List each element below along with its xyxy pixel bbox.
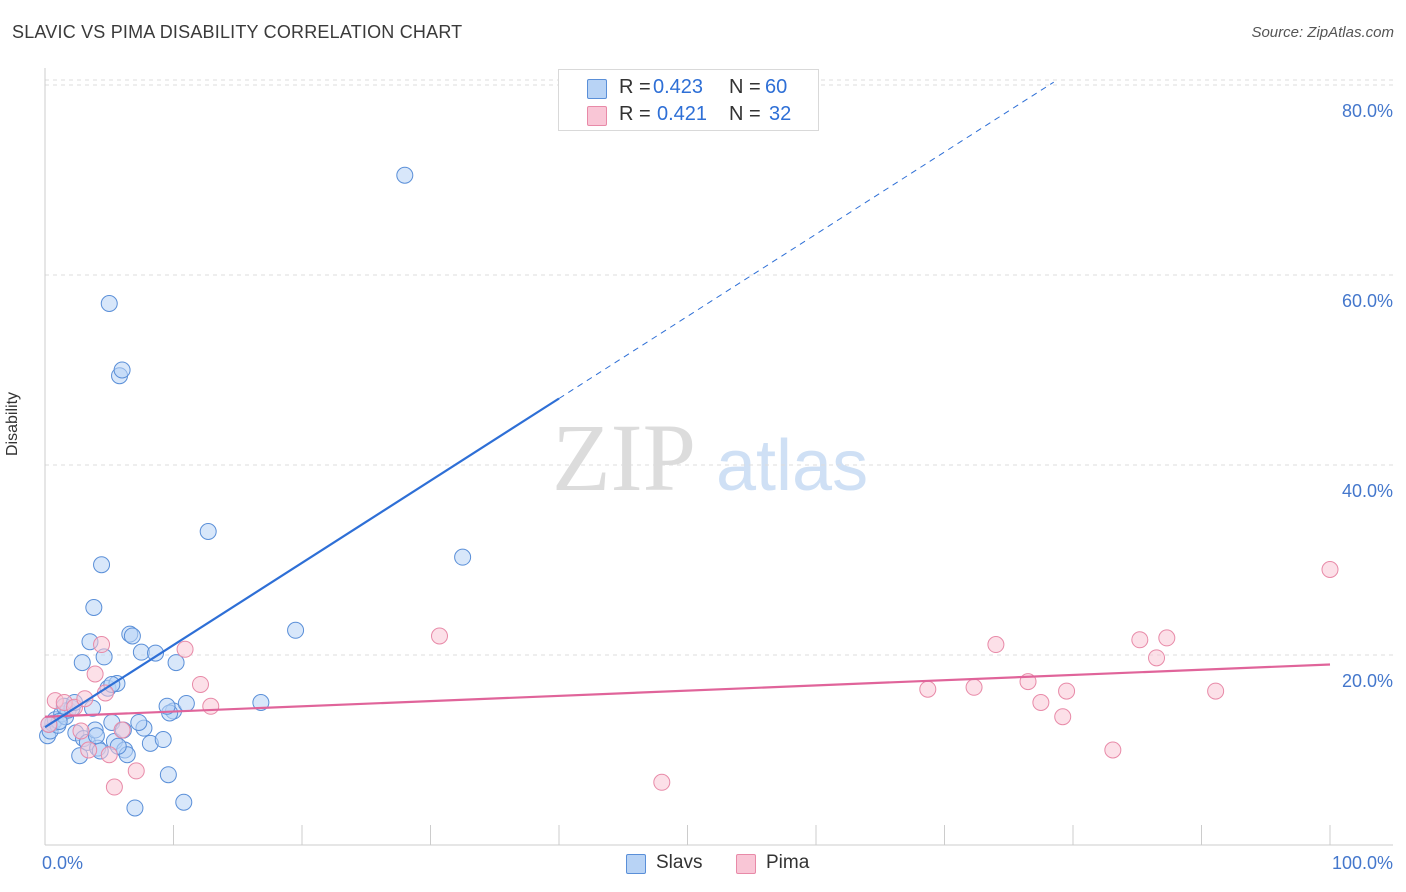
pima-point [1054, 708, 1072, 726]
slavs-point [123, 627, 141, 645]
slavs-point [154, 731, 172, 749]
slavs-point [73, 654, 91, 672]
pima-point [127, 762, 145, 780]
pima-point [965, 678, 983, 696]
pima-point [430, 627, 448, 645]
pima-point [105, 778, 123, 796]
slavs-point [167, 654, 185, 672]
x-tick-label-min: 0.0% [42, 853, 83, 873]
source-label: Source: ZipAtlas.com [1251, 24, 1394, 41]
slavs-point [252, 694, 270, 711]
slavs-point [132, 643, 150, 661]
pima-points [40, 561, 1339, 796]
slavs-point [100, 295, 118, 312]
pima-point [176, 640, 194, 658]
tick-labels: 20.0% 40.0% 60.0% 80.0% 0.0% 100.0% [42, 101, 1393, 873]
grid [45, 79, 1393, 656]
pima-point [1032, 694, 1050, 711]
slavs-r-label: R = [619, 76, 651, 98]
y-axis-label: Disability [4, 391, 21, 456]
slavs-n-value: 60 [765, 76, 788, 98]
pima-n-label: N = [729, 103, 761, 125]
pima-point [191, 675, 209, 693]
slavs-trend-line [44, 397, 560, 729]
slavs-point [158, 697, 176, 715]
pima-point [113, 721, 131, 739]
pima-point [1207, 682, 1225, 700]
pima-point [80, 741, 98, 759]
pima-point [93, 636, 111, 654]
pima-point [1131, 631, 1149, 649]
pima-point [202, 697, 220, 715]
y-tick-label: 80.0% [1342, 101, 1393, 121]
pima-point [1321, 561, 1339, 578]
y-tick-label: 20.0% [1342, 671, 1393, 691]
slavs-r-value: 0.423 [653, 76, 704, 98]
slavs-point [177, 694, 195, 712]
slavs-point [287, 621, 305, 639]
pima-point [86, 665, 104, 683]
slavs-point [175, 793, 193, 811]
slavs-point [147, 644, 165, 662]
pima-point [919, 680, 937, 698]
pima-swatch [587, 106, 607, 126]
slavs-swatch [587, 79, 607, 99]
legend-row-slavs: R = 0.423 N = 60 [559, 73, 818, 101]
y-tick-label: 60.0% [1342, 291, 1393, 311]
pima-point [100, 746, 118, 764]
stats-legend: R = 0.423 N = 60 R = 0.421 N = 32 [558, 69, 819, 131]
pima-r-value: 0.421 [657, 103, 708, 125]
slavs-point [130, 713, 148, 731]
pima-point [653, 773, 671, 791]
x-tick-label-max: 100.0% [1332, 853, 1393, 873]
watermark-zip: ZIP [552, 404, 696, 511]
watermark: ZIP atlas [552, 404, 868, 511]
pima-r-label: R = [619, 103, 651, 125]
slavs-n-label: N = [729, 76, 761, 98]
slavs-legend-label: Slavs [656, 852, 703, 873]
axes [44, 68, 1393, 846]
pima-point [1158, 629, 1176, 647]
slavs-points [39, 166, 472, 817]
pima-point [72, 722, 90, 740]
slavs-point [126, 799, 144, 817]
pima-legend-swatch [736, 854, 756, 874]
chart-title: SLAVIC VS PIMA DISABILITY CORRELATION CH… [12, 22, 463, 42]
slavs-point [199, 523, 217, 540]
pima-point [1148, 649, 1166, 667]
watermark-atlas: atlas [716, 426, 868, 506]
slavs-point [85, 599, 103, 616]
pima-point [987, 636, 1005, 654]
pima-point [76, 690, 94, 708]
pima-trend-line [44, 663, 1331, 718]
slavs-point [159, 766, 177, 784]
slavs-legend-swatch [626, 854, 646, 874]
slavs-point [396, 166, 414, 184]
slavs-point [93, 556, 111, 574]
pima-n-value: 32 [769, 103, 792, 125]
slavs-trend-extension [558, 81, 1054, 399]
pima-point [1058, 682, 1076, 700]
y-tick-label: 40.0% [1342, 481, 1393, 501]
pima-legend-label: Pima [766, 852, 810, 873]
trend-lines [44, 81, 1331, 729]
slavs-point [87, 727, 105, 745]
slavs-point [454, 548, 472, 566]
legend-row-pima: R = 0.421 N = 32 [559, 100, 818, 128]
pima-point [1104, 741, 1122, 759]
slavs-point [113, 361, 131, 379]
